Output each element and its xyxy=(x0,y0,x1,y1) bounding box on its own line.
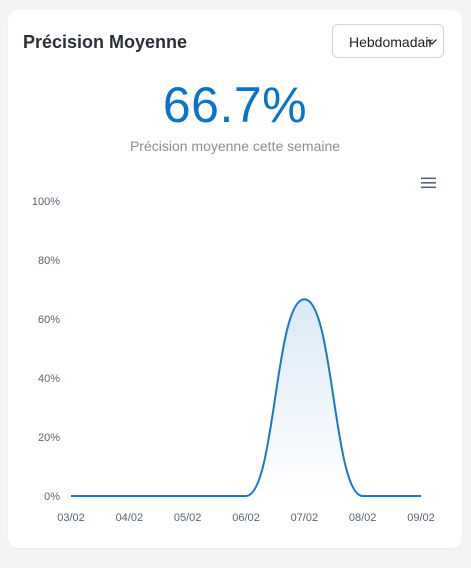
hamburger-menu-icon[interactable] xyxy=(420,176,438,190)
y-tick-label: 100% xyxy=(32,196,60,208)
series-group xyxy=(71,298,421,497)
metric-value: 66.7% xyxy=(162,77,308,133)
metric-caption: Précision moyenne cette semaine xyxy=(129,138,341,154)
y-tick-label: 60% xyxy=(38,314,60,326)
y-tick-label: 20% xyxy=(38,432,60,444)
accuracy-chart: 0%20%40%60%80%100% 03/02 04/02 05/02 06/02 0… xyxy=(32,196,435,524)
x-tick-label: 05/02 xyxy=(174,512,202,524)
x-tick-label: 06/02 xyxy=(232,512,260,524)
x-tick-label: 09/02 xyxy=(407,512,435,524)
y-tick-label: 40% xyxy=(38,373,60,385)
x-axis: 03/02 04/02 05/02 06/02 07/02 08/02 09/02 xyxy=(57,512,435,524)
series-line xyxy=(71,298,421,497)
period-select[interactable]: Hebdomadaire xyxy=(332,24,444,58)
y-tick-label: 80% xyxy=(38,255,60,267)
y-tick-label: 0% xyxy=(44,491,60,503)
card-title: Précision Moyenne xyxy=(23,32,188,52)
x-tick-label: 03/02 xyxy=(57,512,85,524)
chevron-down-icon xyxy=(427,39,437,45)
accuracy-card: Précision Moyenne Hebdomadaire 66.7% Pré… xyxy=(8,10,462,548)
y-axis: 0% 20% 40% 60% 80% 100% xyxy=(32,196,60,503)
series-area xyxy=(71,299,421,496)
period-select-value: Hebdomadaire xyxy=(349,34,433,50)
x-tick-label: 07/02 xyxy=(291,512,319,524)
x-tick-label: 04/02 xyxy=(116,512,144,524)
x-tick-label: 08/02 xyxy=(349,512,377,524)
